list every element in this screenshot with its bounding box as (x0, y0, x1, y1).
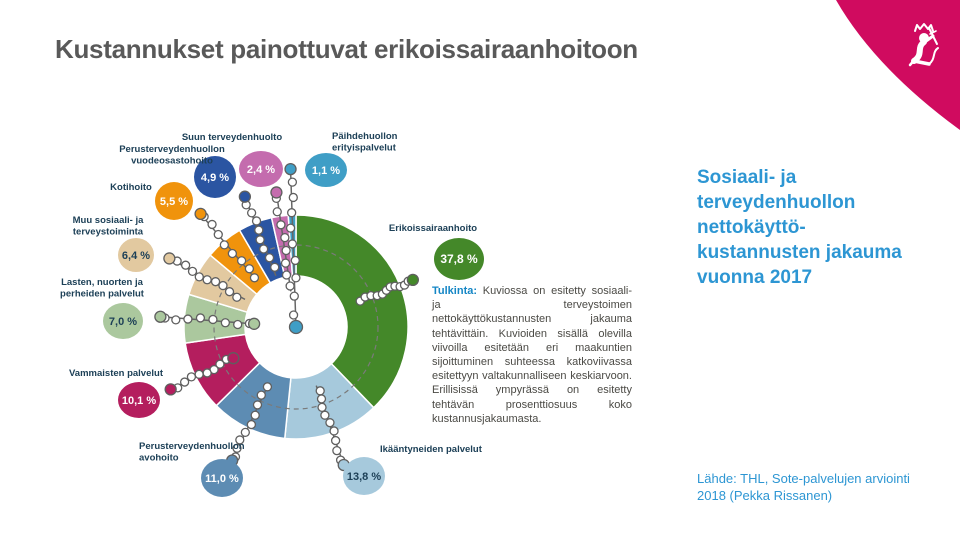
region-dots-muu (163, 252, 246, 302)
percent-bubble-erikois: 37,8 % (434, 238, 484, 280)
percent-value-lasten: 7,0 % (109, 316, 137, 328)
segment-label-vuodeosasto: Perusterveydenhuollon vuodeosastohoito (119, 144, 225, 167)
region-dots-ikaantyneiden (315, 385, 350, 472)
region-dots-kotihoito (194, 207, 260, 283)
interpretation-lead: Tulkinta: (432, 285, 478, 297)
region-dots-avohoito (225, 382, 273, 467)
percent-bubble-avohoito: 11,0 % (201, 459, 243, 497)
source-citation: Lähde: THL, Sote-palvelujen arviointi 20… (697, 471, 910, 503)
segment-label-lasten: Lasten, nuorten ja perheiden palvelut (60, 277, 145, 300)
percent-value-erikois: 37,8 % (440, 252, 478, 266)
national-average-dashed-ring (213, 244, 379, 410)
percent-bubble-ikaantyneiden: 13,8 % (343, 457, 385, 495)
interpretation-text: Tulkinta: Kuviossa on esitetty sosiaali-… (432, 284, 632, 426)
region-dots-suun (270, 186, 295, 292)
percent-value-paihde: 1,1 % (312, 165, 340, 177)
percent-bubble-kotihoito: 5,5 % (155, 182, 193, 220)
percent-value-avohoito: 11,0 % (205, 473, 239, 485)
segment-label-paihde: Päihdehuollon erityispalvelut (332, 131, 398, 154)
percent-value-muu: 6,4 % (122, 250, 150, 262)
percent-bubble-paihde: 1,1 % (305, 153, 347, 187)
segment-label-avohoito: Perusterveydenhuollon avohoito (139, 441, 245, 464)
interpretation-body: Kuviossa on esitetty sosiaali- ja tervey… (432, 285, 632, 425)
segment-label-vammaisten: Vammaisten palvelut (69, 368, 164, 379)
percent-bubble-lasten: 7,0 % (103, 303, 143, 339)
segment-label-suun: Suun terveydenhuolto (182, 132, 282, 143)
segment-label-ikaantyneiden: Ikääntyneiden palvelut (380, 444, 483, 455)
slide-title: Kustannukset painottuvat erikoissairaanh… (55, 34, 638, 64)
segment-label-erikois: Erikoissairaanhoito (389, 223, 477, 234)
percent-value-vuodeosasto: 4,9 % (201, 172, 229, 184)
brand-corner (836, 0, 960, 130)
percent-bubble-vuodeosasto: 4,9 % (194, 156, 236, 198)
finnish-lion-coat-of-arms-icon (908, 23, 939, 67)
cost-distribution-donut-chart: 37,8 % Erikoissairaanhoito 13,8 % Ikääntyne… (60, 131, 484, 497)
region-dots-lasten (154, 310, 261, 330)
segment-label-muu: Muu sosiaali- ja terveystoiminta (73, 215, 144, 238)
region-dots-vammaisten (164, 352, 240, 396)
corner-shape (836, 0, 960, 130)
percent-value-vammaisten: 10,1 % (122, 395, 156, 407)
donut-segment-erikois (295, 214, 409, 409)
region-dots-vuodeosasto (238, 190, 280, 277)
percent-value-suun: 2,4 % (247, 164, 275, 176)
region-dots-erikois (355, 273, 420, 306)
region-dots-paihde (284, 162, 304, 335)
side-panel-heading: Sosiaali- ja terveydenhuollon nettokäytt… (697, 167, 902, 288)
segment-label-kotihoito: Kotihoito (110, 182, 152, 193)
percent-bubble-vammaisten: 10,1 % (118, 382, 160, 418)
percent-value-ikaantyneiden: 13,8 % (347, 471, 381, 483)
percent-value-kotihoito: 5,5 % (160, 196, 188, 208)
percent-bubble-suun: 2,4 % (239, 151, 283, 187)
percent-bubble-muu: 6,4 % (118, 238, 154, 272)
